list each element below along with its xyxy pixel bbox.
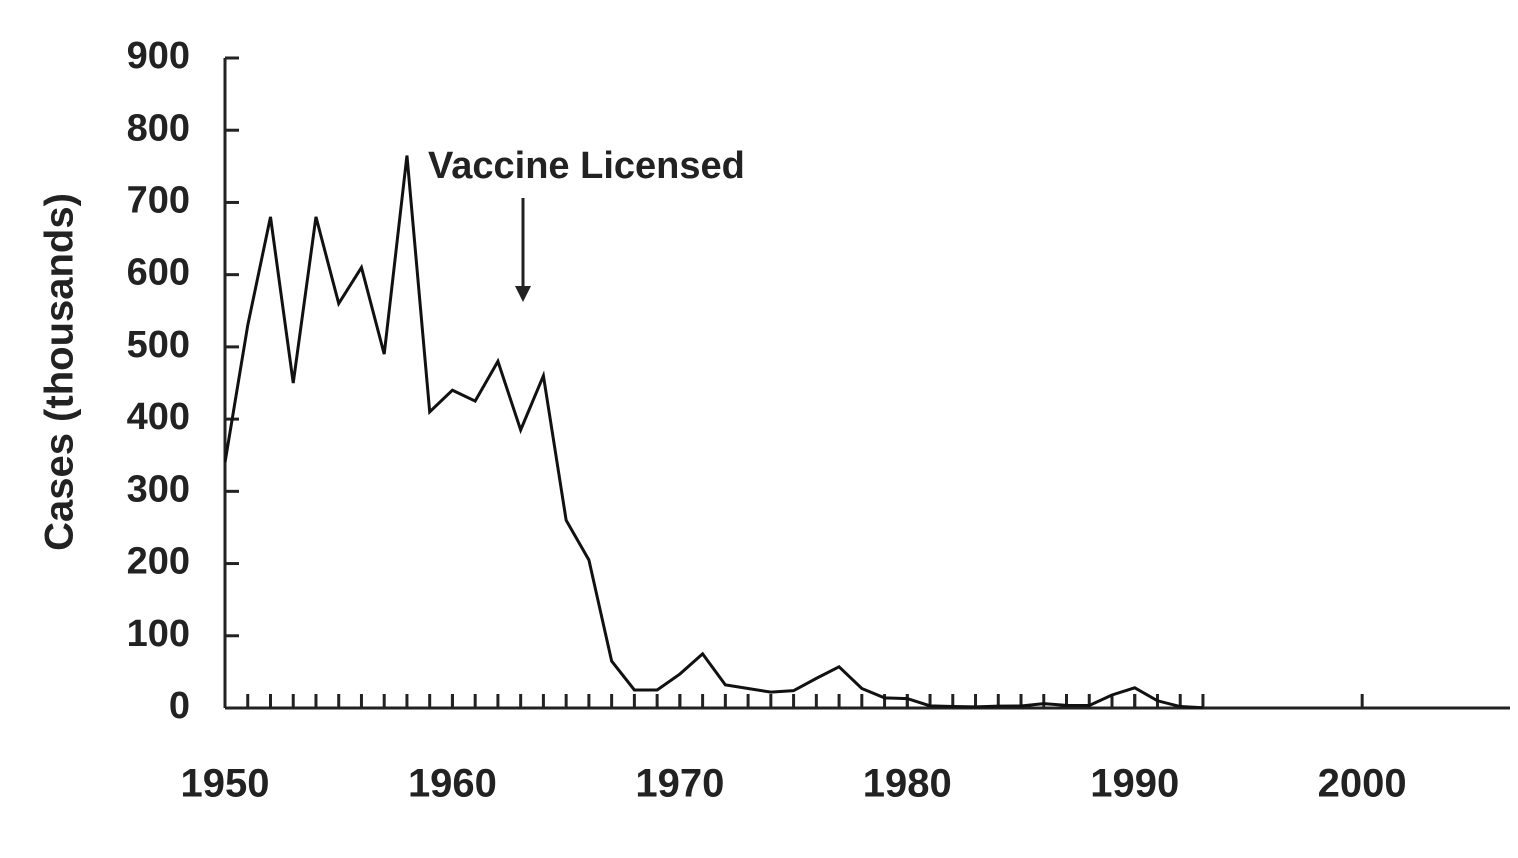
y-tick-label: 200 [127, 541, 190, 583]
x-tick-label: 1980 [863, 762, 952, 806]
x-tick-label: 1960 [408, 762, 497, 806]
y-tick-label: 500 [127, 324, 190, 366]
annotation-arrowhead [515, 286, 531, 302]
x-tick-label: 1950 [181, 762, 270, 806]
x-tick-label: 1970 [635, 762, 724, 806]
y-tick-label: 700 [127, 179, 190, 221]
y-tick-label: 900 [127, 35, 190, 77]
data-line [223, 155, 1204, 710]
y-tick-label: 100 [127, 613, 190, 655]
annotation: Vaccine Licensed [428, 145, 745, 187]
y-tick-label: 0 [169, 685, 190, 727]
y-tick-label: 800 [127, 107, 190, 149]
x-tick-label: 2000 [1318, 762, 1407, 806]
y-axis-label: Cases (thousands) [38, 193, 82, 551]
y-tick-label: 300 [127, 468, 190, 510]
y-tick-label: 600 [127, 252, 190, 294]
x-tick-label: 1990 [1090, 762, 1179, 806]
y-tick-label: 400 [127, 396, 190, 438]
